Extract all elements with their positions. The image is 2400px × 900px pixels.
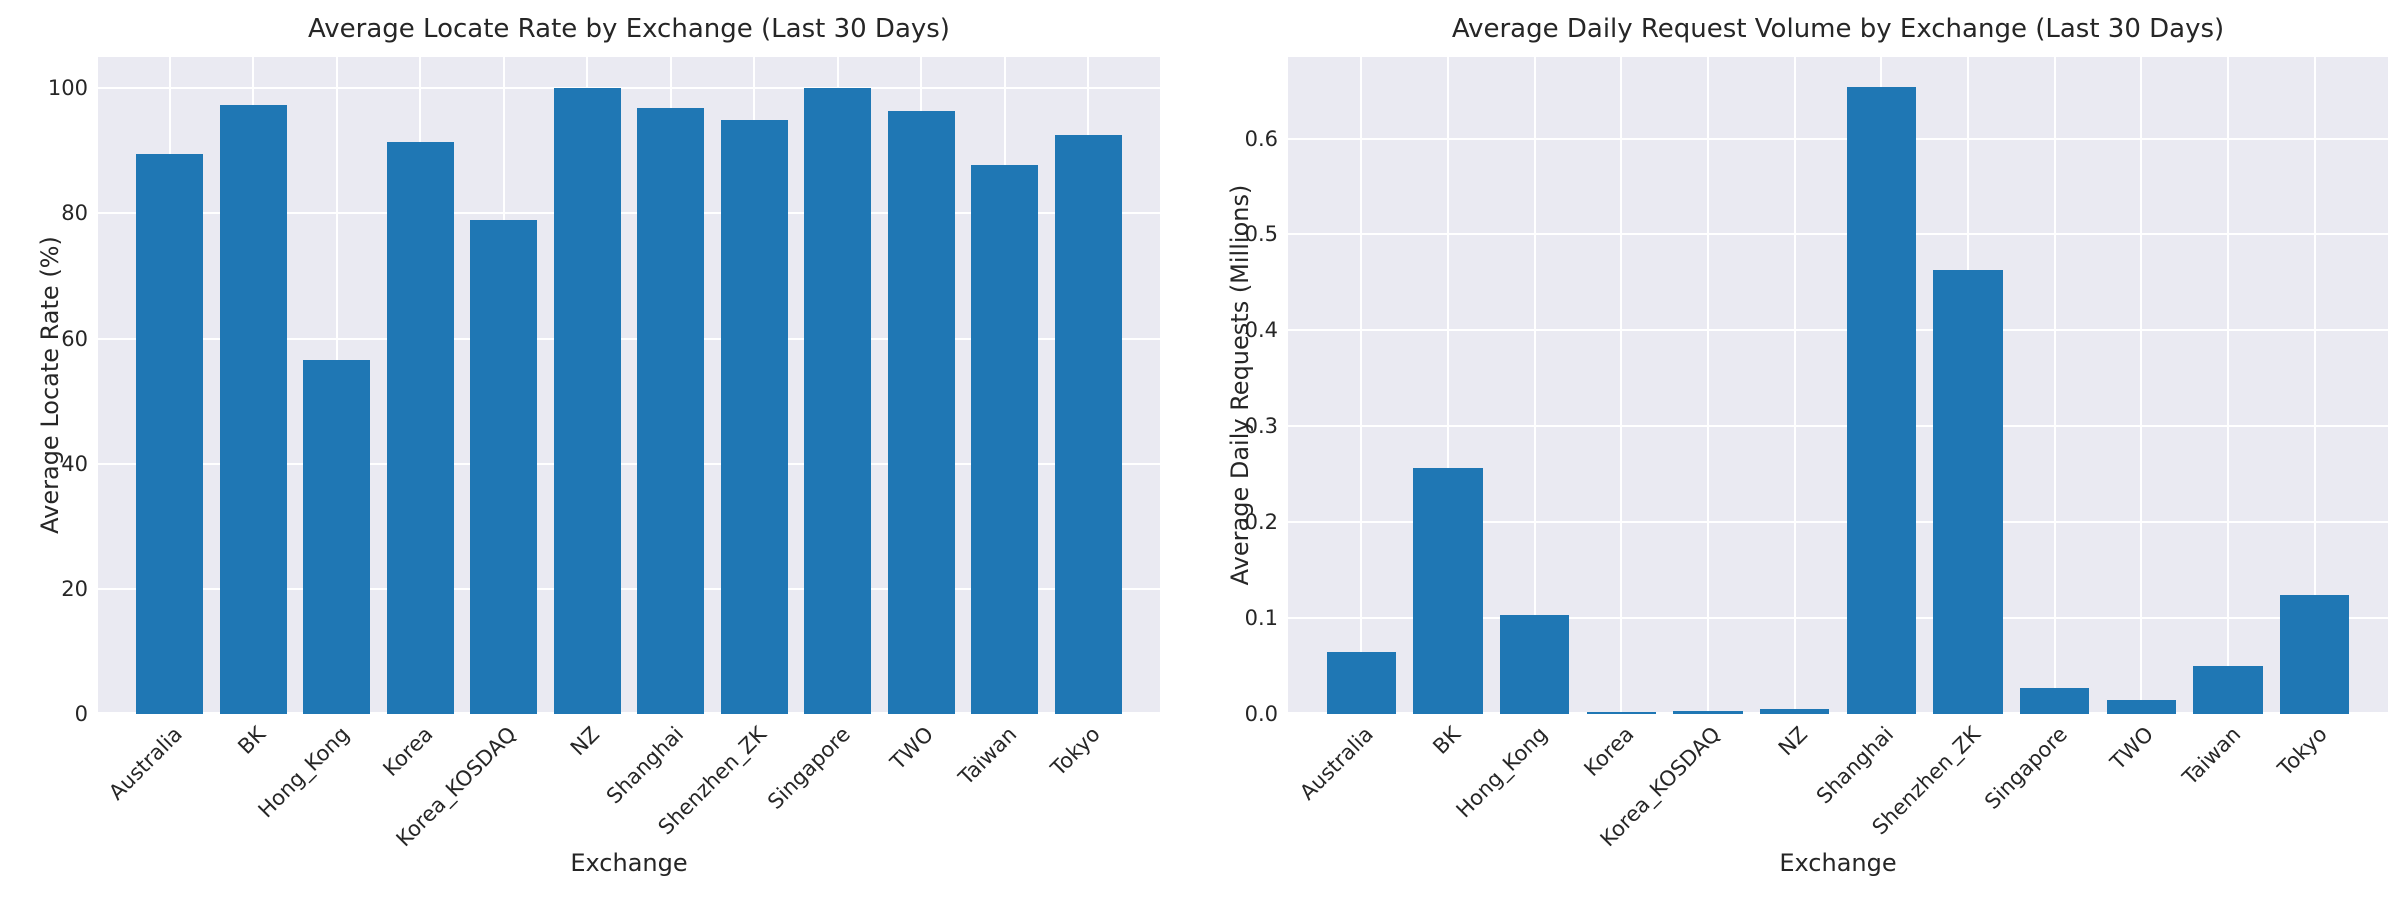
gridline-vertical	[2140, 57, 2143, 714]
bar-TWO	[2106, 699, 2176, 714]
y-tick-label: 60	[61, 326, 88, 351]
gridline-horizontal	[1288, 329, 2388, 332]
gridline-horizontal	[98, 462, 1160, 465]
x-tick-label: BK	[1428, 722, 1465, 759]
gridline-horizontal	[98, 337, 1160, 340]
gridline-vertical	[1360, 57, 1363, 714]
x-tick-label: Hong_Kong	[1451, 722, 1552, 823]
x-tick-label: NZ	[1773, 722, 1812, 761]
gridline-horizontal	[1288, 137, 2388, 140]
bar-Australia	[136, 154, 204, 714]
y-tick-label: 100	[47, 76, 88, 101]
bar-BK	[219, 105, 287, 714]
bar-NZ	[553, 88, 621, 714]
y-tick-label: 0.3	[1244, 414, 1278, 439]
x-tick-label: TWO	[2105, 722, 2159, 775]
y-tick-label: 0.0	[1244, 702, 1278, 726]
x-axis-label: Exchange	[570, 849, 688, 877]
chart-title: Average Locate Rate by Exchange (Last 30…	[308, 14, 950, 44]
bar-Tokyo	[1054, 135, 1122, 714]
gridline-horizontal	[98, 712, 1160, 714]
bar-Korea_KOSDAQ	[470, 219, 538, 714]
x-tick-label: Singapore	[1979, 722, 2072, 814]
x-tick-label: Korea	[1579, 722, 1639, 782]
gridline-vertical	[1533, 57, 1536, 714]
gridline-vertical	[2053, 57, 2056, 714]
bar-BK	[1413, 467, 1483, 714]
y-axis-ticks: 0.0 0.1 0.2 0.3 0.4 0.5 0.6	[1190, 57, 1278, 726]
gridline-vertical	[1793, 57, 1796, 714]
y-tick-label: 0	[74, 702, 88, 726]
plot-area	[1288, 57, 2388, 714]
gridline-vertical	[1707, 57, 1709, 714]
gridline-horizontal	[98, 587, 1160, 590]
bar-Taiwan	[971, 165, 1039, 714]
bar-Shanghai	[1846, 86, 1916, 714]
bar-Korea	[1586, 712, 1656, 714]
bar-Australia	[1326, 651, 1396, 714]
bar-Shenzhen_ZK	[1933, 269, 2003, 714]
x-tick-label: Tokyo	[2273, 722, 2332, 781]
gridline-vertical	[2313, 57, 2316, 714]
bar-Shanghai	[637, 108, 705, 714]
x-tick-label: Shanghai	[1811, 722, 1899, 809]
gridline-horizontal	[1288, 712, 2388, 714]
y-tick-label: 40	[61, 451, 88, 476]
y-tick-label: 0.5	[1244, 222, 1278, 247]
plot-area	[98, 57, 1160, 714]
y-tick-label: 0.4	[1244, 318, 1278, 343]
bar-TWO	[887, 110, 955, 714]
y-tick-label: 0.1	[1244, 606, 1278, 631]
bar-Hong_Kong	[1500, 615, 1570, 714]
bar-Korea_KOSDAQ	[1673, 711, 1743, 714]
bar-Tokyo	[2280, 595, 2350, 714]
bar-Shenzhen_ZK	[720, 119, 788, 714]
gridline-horizontal	[1288, 521, 2388, 524]
bar-Singapore	[2020, 688, 2090, 714]
gridline-horizontal	[98, 212, 1160, 215]
gridline-vertical	[1620, 57, 1623, 714]
y-axis-ticks: 0 20 40 60 80 100	[0, 57, 88, 726]
gridline-horizontal	[1288, 425, 2388, 428]
bar-Taiwan	[2193, 666, 2263, 714]
chart-title: Average Daily Request Volume by Exchange…	[1451, 14, 2225, 44]
x-tick-label: Australia	[1295, 722, 1379, 805]
y-tick-label: 0.2	[1244, 510, 1278, 535]
x-axis-ticks: Australia BK Hong_Kong Korea Korea_KOSDAQ NZ S…	[1288, 714, 2388, 854]
y-tick-label: 0.6	[1244, 126, 1278, 151]
bar-Singapore	[804, 88, 872, 714]
gridline-horizontal	[1288, 617, 2388, 620]
bar-Hong_Kong	[303, 359, 371, 714]
y-tick-label: 80	[61, 201, 88, 226]
gridline-vertical	[1447, 57, 1449, 714]
x-tick-label: Taiwan	[2177, 722, 2245, 790]
gridline-vertical	[2227, 57, 2229, 714]
bar-Korea	[386, 142, 454, 714]
bar-NZ	[1760, 709, 1830, 714]
y-tick-label: 20	[61, 576, 88, 601]
gridline-horizontal	[1288, 233, 2388, 236]
gridline-horizontal	[98, 87, 1160, 90]
x-axis-label: Exchange	[1779, 849, 1897, 877]
